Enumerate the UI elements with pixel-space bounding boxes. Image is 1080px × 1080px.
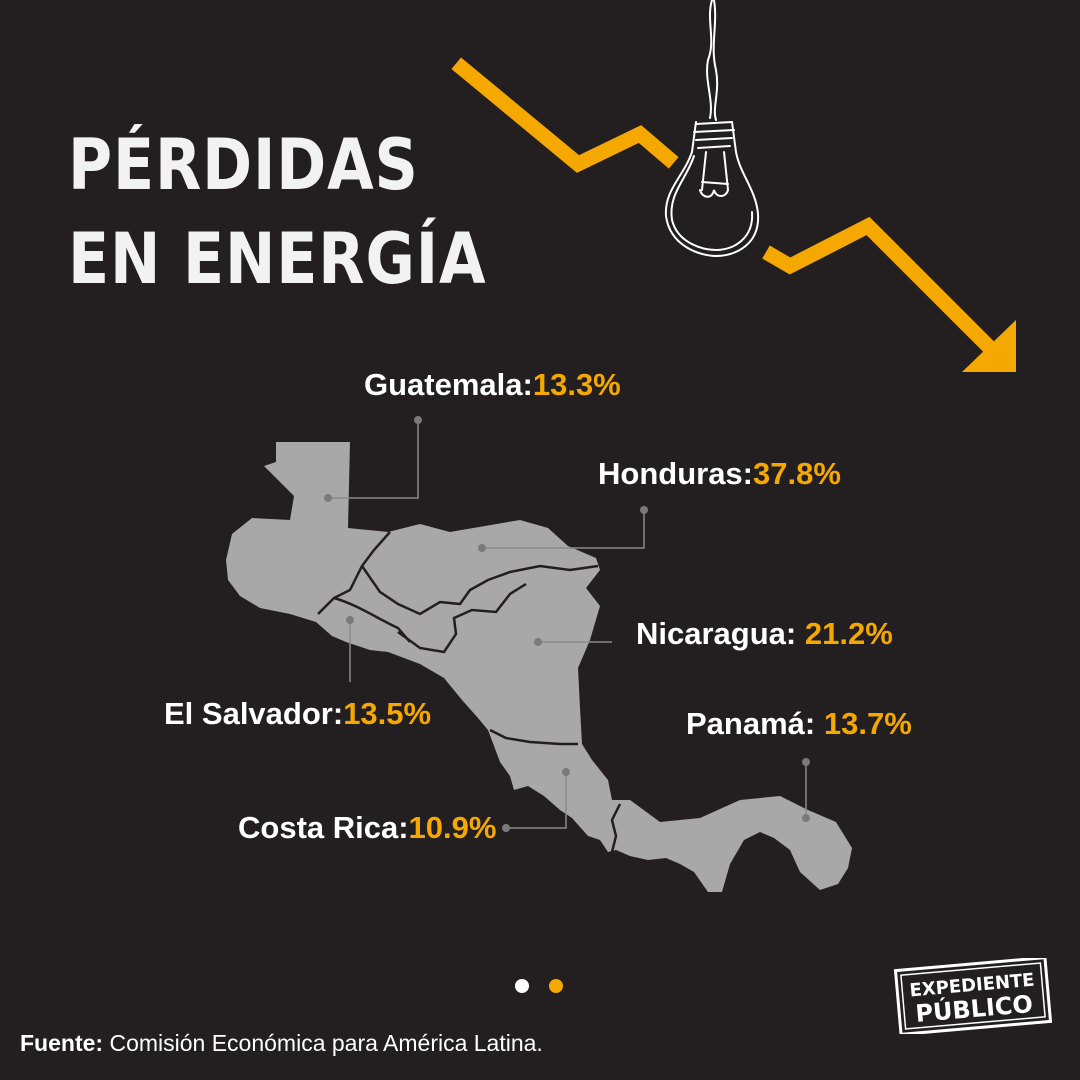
country-name: Nicaragua: <box>636 616 797 651</box>
expediente-publico-logo: EXPEDIENTE PÚBLICO <box>893 958 1053 1034</box>
title-line-1: PÉRDIDAS <box>68 124 419 206</box>
country-name: Honduras: <box>598 456 753 491</box>
pagination-dot-2-active[interactable] <box>549 979 563 993</box>
label-nicaragua: Nicaragua: 21.2% <box>636 616 893 652</box>
country-name: Panamá: <box>686 706 816 741</box>
map-landmass <box>226 442 852 892</box>
title-line-2: EN ENERGÍA <box>68 218 487 300</box>
country-value: 13.7% <box>823 706 912 741</box>
country-name: Guatemala: <box>364 367 533 402</box>
country-value: 10.9% <box>408 810 497 845</box>
label-panama: Panamá: 13.7% <box>686 706 912 742</box>
page-title: PÉRDIDAS EN ENERGÍA <box>68 118 486 306</box>
label-el-salvador: El Salvador:13.5% <box>164 696 431 732</box>
country-value: 13.3% <box>532 367 621 402</box>
country-name: Costa Rica: <box>238 810 409 845</box>
country-value: 13.5% <box>343 696 432 731</box>
label-honduras: Honduras:37.8% <box>598 456 841 492</box>
label-costa-rica: Costa Rica:10.9% <box>238 810 496 846</box>
source-note: Fuente: Comisión Económica para América … <box>20 1030 543 1057</box>
source-text: Comisión Económica para América Latina. <box>109 1030 543 1056</box>
country-value: 21.2% <box>804 616 893 651</box>
country-value: 37.8% <box>753 456 841 491</box>
pagination-dot-1[interactable] <box>515 979 529 993</box>
label-guatemala: Guatemala:13.3% <box>364 367 621 403</box>
source-label: Fuente: <box>20 1030 104 1056</box>
country-name: El Salvador: <box>164 696 344 731</box>
